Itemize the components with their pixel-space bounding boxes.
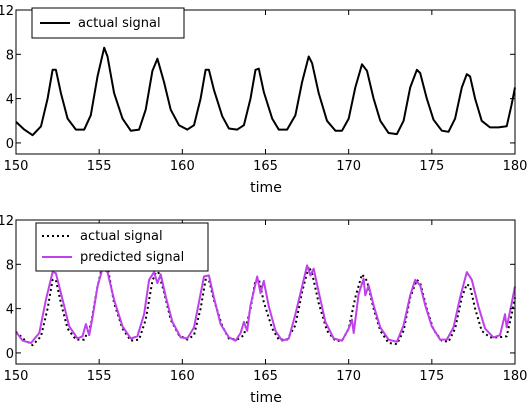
- top-legend-label-actual: actual signal: [78, 16, 161, 31]
- top-x-tick-label: 180: [503, 159, 528, 174]
- top-x-tick-label: 155: [87, 159, 112, 174]
- bottom-x-tick-label: 155: [87, 369, 112, 384]
- top-x-tick-label: 165: [253, 159, 278, 174]
- bottom-series-line-predicted-signal: [15, 264, 516, 344]
- bottom-y-tick-label: 8: [6, 258, 14, 273]
- top-x-tick-label: 170: [336, 159, 361, 174]
- bottom-legend-label-predicted: predicted signal: [80, 250, 184, 265]
- bottom-x-tick-label: 170: [336, 369, 361, 384]
- top-series-line-actual-signal: [15, 46, 516, 137]
- top-y-tick-label: 4: [6, 93, 14, 108]
- bottom-chart-panel: 150 155 160 165 170 175 180 0 4 8 12 time actual s…: [0, 214, 527, 406]
- top-y-tick-label: 0: [6, 137, 14, 152]
- bottom-y-tick-label: 4: [6, 303, 14, 318]
- top-chart-x-axis-label: time: [250, 180, 282, 196]
- bottom-x-tick-label: 175: [419, 369, 444, 384]
- bottom-x-tick-label: 150: [4, 369, 29, 384]
- bottom-legend-label-actual: actual signal: [80, 229, 163, 244]
- bottom-chart-legend-box: [35, 222, 209, 272]
- bottom-chart-x-axis-label: time: [250, 390, 282, 406]
- top-y-tick-label: 8: [6, 48, 14, 63]
- top-x-tick-label: 175: [419, 159, 444, 174]
- bottom-chart-legend: actual signal predicted signal: [35, 222, 209, 272]
- top-chart-legend: actual signal: [31, 7, 185, 39]
- bottom-y-tick-label: 12: [0, 214, 14, 229]
- bottom-x-tick-label: 160: [170, 369, 195, 384]
- top-y-tick-label: 12: [0, 4, 14, 19]
- bottom-y-tick-label: 0: [6, 347, 14, 362]
- top-x-tick-label: 150: [4, 159, 29, 174]
- top-chart-panel: 150 155 160 165 170 175 180 0 4 8 12 time actual s…: [0, 4, 527, 196]
- bottom-x-tick-label: 165: [253, 369, 278, 384]
- top-x-tick-label: 160: [170, 159, 195, 174]
- bottom-x-tick-label: 180: [503, 369, 528, 384]
